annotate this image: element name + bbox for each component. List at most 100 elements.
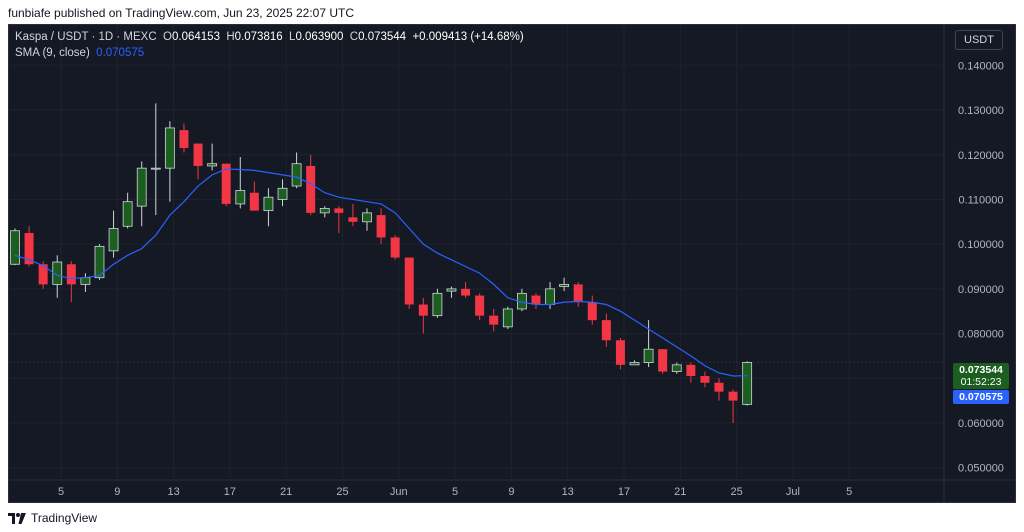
candle-up bbox=[94, 245, 105, 279]
candle-down bbox=[179, 130, 189, 149]
x-tick-label: Jul bbox=[786, 486, 800, 498]
x-tick-label: 13 bbox=[167, 486, 179, 498]
x-tick-label: 25 bbox=[336, 486, 348, 498]
candle-up bbox=[559, 283, 570, 288]
candle-down bbox=[348, 217, 358, 222]
candle-up bbox=[150, 167, 161, 170]
x-tick-label: 17 bbox=[224, 486, 236, 498]
candle-up bbox=[643, 348, 654, 364]
ohlc-legend: Kaspa / USDT · 1D · MEXC O0.064153 H0.07… bbox=[15, 31, 524, 43]
candle-down bbox=[489, 315, 499, 325]
candle-up bbox=[122, 201, 133, 227]
x-tick-label: 5 bbox=[58, 486, 64, 498]
last-price-badge: 0.073544 01:52:23 bbox=[953, 363, 1009, 389]
candle-down bbox=[306, 165, 316, 213]
candle-up bbox=[545, 288, 555, 305]
x-tick-label: 21 bbox=[280, 486, 292, 498]
x-tick-label: 21 bbox=[674, 486, 686, 498]
y-tick-label: 0.140000 bbox=[958, 60, 1004, 72]
candle-down bbox=[38, 264, 48, 285]
sma-label: SMA (9, close) bbox=[15, 47, 90, 59]
y-tick-label: 0.120000 bbox=[958, 150, 1004, 162]
candle-down bbox=[700, 376, 710, 383]
candle-up bbox=[52, 261, 63, 285]
y-tick-label: 0.050000 bbox=[958, 463, 1004, 475]
candle-up bbox=[80, 277, 91, 285]
candle-down bbox=[475, 295, 485, 316]
sma-value: 0.070575 bbox=[96, 47, 145, 59]
last-price-value: 0.073544 bbox=[959, 364, 1003, 376]
candle-up bbox=[164, 127, 175, 169]
sma-price-badge: 0.070575 bbox=[953, 390, 1009, 404]
bar-countdown: 01:52:23 bbox=[960, 376, 1002, 388]
tradingview-brand: TradingView bbox=[31, 511, 98, 525]
x-tick-label: 17 bbox=[618, 486, 630, 498]
candle-up bbox=[446, 288, 457, 292]
candle-down bbox=[404, 257, 414, 305]
candle-up bbox=[742, 362, 753, 405]
candle-down bbox=[249, 192, 259, 211]
candle-down bbox=[24, 232, 34, 265]
tradingview-logo[interactable]: TradingView bbox=[8, 511, 97, 525]
candle-up bbox=[10, 230, 20, 265]
candle-up bbox=[207, 163, 218, 167]
candle-up bbox=[502, 308, 513, 328]
tradingview-logo-icon bbox=[8, 512, 26, 524]
sma-line bbox=[14, 168, 748, 377]
candle-down bbox=[728, 391, 738, 401]
high-value: 0.073816 bbox=[234, 31, 283, 43]
open-label: O bbox=[163, 31, 172, 43]
candle-down bbox=[390, 237, 400, 258]
candle-down bbox=[587, 302, 597, 321]
candle-up bbox=[277, 187, 288, 200]
x-tick-label: 9 bbox=[508, 486, 514, 498]
candle-down bbox=[531, 295, 541, 305]
candle-down bbox=[573, 284, 583, 303]
x-tick-label: Jun bbox=[390, 486, 408, 498]
candle-up bbox=[291, 163, 302, 187]
candle-down bbox=[461, 288, 471, 296]
low-value: 0.063900 bbox=[295, 31, 344, 43]
candle-down bbox=[193, 143, 203, 166]
candle-down bbox=[686, 364, 696, 377]
y-tick-label: 0.090000 bbox=[958, 284, 1004, 296]
y-tick-label: 0.060000 bbox=[958, 418, 1004, 430]
high-label: H bbox=[226, 31, 235, 43]
candle-down bbox=[658, 349, 668, 372]
candle-up bbox=[108, 228, 119, 252]
close-value: 0.073544 bbox=[358, 31, 407, 43]
candle-up bbox=[136, 167, 147, 207]
candle-up bbox=[432, 292, 443, 317]
candle-down bbox=[418, 304, 428, 316]
chart-panel[interactable]: 0.0500000.0600000.0700000.0800000.090000… bbox=[8, 24, 1016, 503]
open-value: 0.064153 bbox=[172, 31, 220, 43]
candle-down bbox=[601, 320, 611, 341]
y-tick-label: 0.100000 bbox=[958, 239, 1004, 251]
currency-button[interactable]: USDT bbox=[955, 30, 1003, 50]
published-caption: funbiafe published on TradingView.com, J… bbox=[8, 6, 355, 20]
candle-down bbox=[714, 382, 724, 392]
x-tick-label: 5 bbox=[846, 486, 852, 498]
y-tick-label: 0.130000 bbox=[958, 105, 1004, 117]
sma-legend[interactable]: SMA (9, close) 0.070575 bbox=[15, 47, 144, 59]
y-tick-label: 0.110000 bbox=[958, 194, 1003, 206]
change-value: +0.009413 (+14.68%) bbox=[412, 31, 524, 43]
candle-down bbox=[66, 264, 76, 285]
y-tick-label: 0.080000 bbox=[958, 329, 1004, 341]
x-tick-label: 9 bbox=[114, 486, 120, 498]
x-tick-label: 13 bbox=[562, 486, 574, 498]
candle-up bbox=[235, 190, 246, 205]
low-label: L bbox=[289, 31, 296, 43]
x-tick-label: 25 bbox=[730, 486, 742, 498]
symbol-label[interactable]: Kaspa / USDT · 1D · MEXC bbox=[15, 31, 157, 43]
candle-down bbox=[615, 340, 625, 365]
candle-up bbox=[319, 207, 330, 214]
candle-up bbox=[362, 212, 372, 223]
candle-up bbox=[263, 196, 274, 212]
candle-down bbox=[376, 215, 386, 238]
candle-down bbox=[334, 208, 344, 213]
close-label: C bbox=[349, 31, 359, 43]
candlestick-chart[interactable]: 0.0500000.0600000.0700000.0800000.090000… bbox=[9, 25, 1015, 502]
x-tick-label: 5 bbox=[452, 486, 458, 498]
candle-up bbox=[671, 364, 682, 372]
